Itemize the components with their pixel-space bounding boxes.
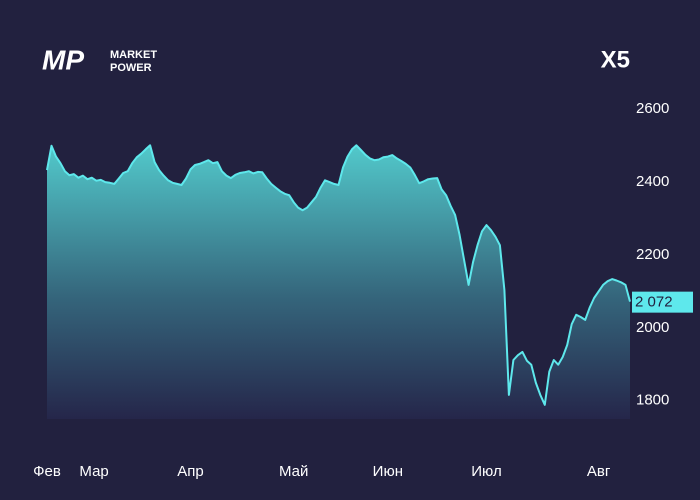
logo-text: MARKET: [110, 49, 157, 61]
x-tick-label: Май: [279, 463, 308, 480]
x-tick-label: Мар: [79, 463, 108, 480]
x-tick-label: Авг: [587, 463, 611, 480]
area: [47, 145, 630, 420]
y-tick-label: 2600: [636, 100, 669, 117]
last-value-box: [632, 291, 693, 313]
x-tick-label: Июл: [471, 463, 501, 480]
last-value-label: 2 072: [635, 294, 673, 311]
chart-title: X5: [601, 46, 630, 73]
y-tick-label: 2400: [636, 173, 669, 190]
y-tick-label: 1800: [636, 392, 669, 409]
line: [46, 144, 631, 406]
logo-mark: MP: [42, 44, 84, 75]
y-tick-label: 2000: [636, 319, 669, 336]
y-tick-label: 2200: [636, 246, 669, 263]
x-tick-label: Июн: [373, 463, 403, 480]
x-tick-label: Фев: [33, 463, 61, 480]
logo-text: POWER: [110, 62, 152, 74]
x-tick-label: Апр: [177, 463, 203, 480]
